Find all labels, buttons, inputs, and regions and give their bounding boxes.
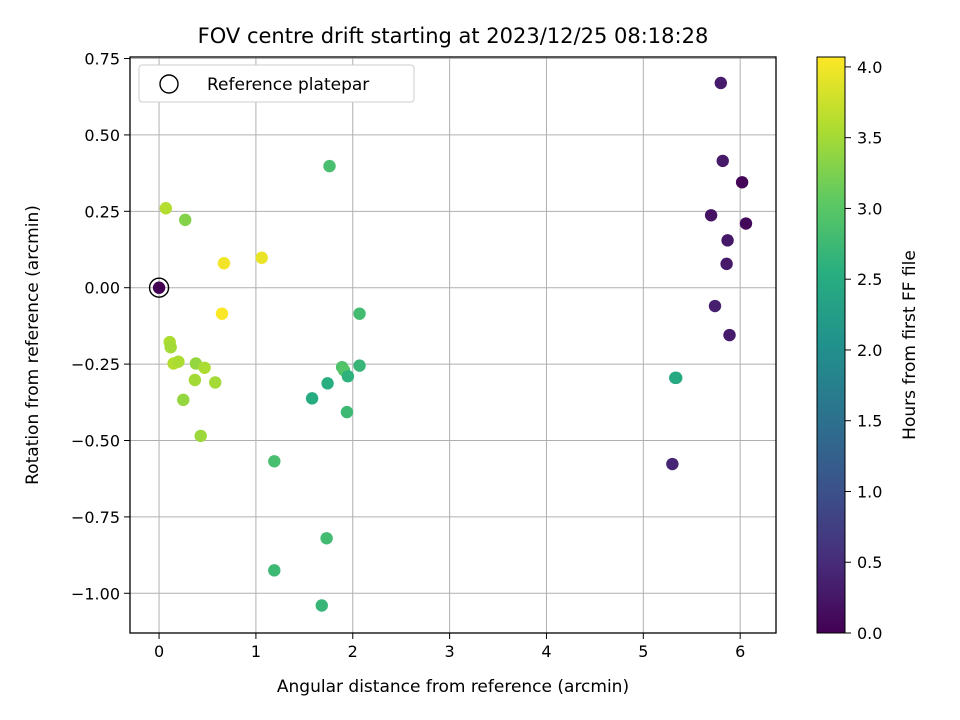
data-point	[716, 154, 729, 168]
x-tick-label: 6	[735, 642, 745, 661]
reference-marker	[148, 277, 170, 298]
y-tick-label: −1.00	[71, 584, 120, 603]
data-point	[670, 371, 683, 385]
data-point	[323, 159, 336, 173]
x-axis-label: Angular distance from reference (arcmin)	[277, 677, 629, 697]
data-point	[172, 355, 185, 368]
x-tick-label: 4	[541, 642, 551, 661]
plot-frame	[129, 56, 777, 634]
data-point	[255, 251, 268, 264]
legend: Reference platepar	[138, 64, 415, 103]
colorbar-tick-label: 2.0	[857, 341, 882, 360]
colorbar-tick-label: 0.5	[857, 553, 882, 572]
data-point	[666, 457, 679, 471]
y-tick-label: 0.00	[84, 279, 120, 298]
data-point	[723, 328, 736, 342]
y-axis-label: Rotation from reference (arcmin)	[23, 205, 43, 485]
legend-marker	[159, 74, 179, 94]
y-tick-label: −0.25	[71, 355, 120, 374]
x-tick-label: 0	[154, 642, 164, 661]
x-tick-label: 1	[251, 642, 261, 661]
x-axis-ticks: 0 1 2 3 4 5 6	[154, 633, 745, 661]
data-point	[704, 209, 718, 222]
data-point	[268, 455, 281, 468]
y-tick-label: −0.50	[71, 431, 120, 450]
data-point	[177, 393, 190, 407]
x-tick-label: 3	[445, 642, 455, 661]
data-point	[188, 373, 202, 387]
y-tick-label: 0.50	[84, 126, 120, 145]
y-tick-label: 0.25	[84, 202, 120, 221]
colorbar-ticks: 0.0 0.5 1.0 1.5 2.0 2.5 3.0 3.5 4.0	[845, 58, 882, 643]
data-point	[194, 429, 207, 443]
data-point	[305, 392, 319, 405]
data-point	[217, 257, 231, 270]
colorbar-tick-label: 1.5	[857, 412, 882, 431]
data-point	[320, 532, 333, 545]
y-tick-label: −0.75	[71, 508, 120, 527]
colorbar-label: Hours from first FF file	[900, 250, 920, 440]
data-point	[735, 176, 749, 189]
x-tick-label: 5	[638, 642, 648, 661]
colorbar-tick-label: 4.0	[857, 58, 882, 77]
data-points	[148, 76, 753, 612]
data-point	[159, 202, 173, 215]
data-point	[164, 341, 177, 354]
data-point	[209, 376, 222, 389]
legend-entry-reference-platepar: Reference platepar	[207, 75, 369, 95]
chart-title: FOV centre drift starting at 2023/12/25 …	[198, 24, 709, 48]
y-axis-ticks: 0.75 0.50 0.25 0.00 −0.25 −0.50 −0.75 −1.00	[71, 50, 130, 603]
data-point	[152, 281, 166, 294]
colorbar-tick-label: 1.0	[857, 482, 882, 501]
data-point	[720, 257, 733, 271]
data-point	[708, 299, 722, 313]
data-point	[321, 377, 334, 390]
data-point	[215, 307, 229, 320]
legend-box	[138, 64, 415, 103]
data-point	[353, 307, 366, 320]
grid	[130, 57, 776, 633]
data-point	[340, 405, 354, 419]
colorbar: 0.0 0.5 1.0 1.5 2.0 2.5 3.0 3.5 4.0 Hours from f…	[816, 56, 920, 643]
y-tick-label: 0.75	[84, 50, 120, 69]
data-point	[353, 359, 366, 372]
data-point	[198, 361, 211, 374]
data-point	[315, 599, 328, 612]
data-point	[341, 370, 355, 383]
colorbar-tick-label: 3.5	[857, 129, 882, 148]
data-point	[179, 213, 192, 227]
colorbar-tick-label: 0.0	[857, 624, 882, 643]
data-point	[268, 564, 281, 577]
data-point	[714, 76, 727, 90]
data-point	[739, 217, 753, 230]
colorbar-tick-label: 3.0	[857, 199, 882, 218]
data-point	[721, 234, 734, 247]
colorbar-tick-label: 2.5	[857, 270, 882, 289]
colorbar-gradient	[816, 56, 846, 634]
x-tick-label: 2	[348, 642, 358, 661]
